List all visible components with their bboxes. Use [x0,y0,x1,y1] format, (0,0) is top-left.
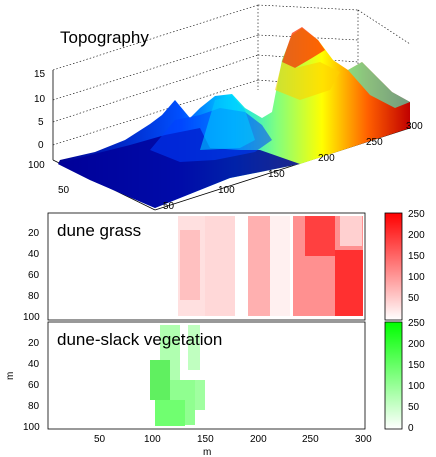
surface-upper [275,62,340,100]
dune-slack-colorbar [384,321,403,430]
cbar-tick: 100 [408,272,425,283]
z-tick: 5 [38,117,44,128]
surface-peak [282,27,325,68]
x-tick: 300 [406,121,423,132]
cbar-tick: 50 [408,293,420,304]
topography-title: Topography [60,28,149,47]
cbar-tick: 250 [408,209,425,220]
z-tick: 0 [38,140,44,151]
dune-slack-title: dune-slack vegetation [57,330,222,349]
zone [248,216,270,316]
y-tick: 60 [28,270,40,281]
surface-ridge [200,96,255,150]
y-tick: 80 [28,401,40,412]
dune-grass-panel: dune grass 20 40 60 80 100 250 200 150 1… [23,209,425,323]
topography-panel: Topography 15 10 5 0 100 50 50 100 150 2… [28,4,423,212]
surface-base [58,128,300,208]
z-tick: 15 [34,69,46,80]
dune-grass-zones [178,216,363,316]
zone [180,230,200,300]
y-tick: 100 [23,422,40,433]
y-tick: 80 [28,291,40,302]
y-tick: 40 [28,359,40,370]
y-tick: 40 [28,249,40,260]
dune-slack-frame [47,321,366,430]
surface-tail [348,62,410,108]
x-tick: 250 [302,434,319,445]
x-tick: 100 [144,434,161,445]
zone [335,250,363,316]
y-tick: 100 [23,312,40,323]
y-tick-labels-grass: 20 40 60 80 100 [23,228,40,323]
y-axis-label: m [5,372,16,380]
cbar-tick: 200 [408,230,425,241]
x-tick: 250 [366,137,383,148]
cbar-tick: 250 [408,318,425,329]
dune-slack-plot [48,322,365,429]
zone [150,360,170,400]
z-tick-labels: 15 10 5 0 [34,69,46,151]
x-tick: 200 [250,434,267,445]
zone [340,216,362,246]
cbar-tick: 50 [408,402,420,413]
cbar-tick: 100 [408,381,425,392]
y-tick: 20 [28,338,40,349]
dune-slack-zones [150,325,205,426]
zone [205,216,235,316]
x-tick: 200 [318,153,335,164]
y-tick: 60 [28,380,40,391]
y-tick-labels-3d: 100 50 [28,160,70,196]
zone [305,216,335,256]
colorbar-ticks-grass: 250 200 150 100 50 [408,209,425,304]
zone [188,325,200,370]
y-tick: 50 [58,185,70,196]
zone [195,380,205,410]
dune-grass-frame [47,212,366,321]
x-tick: 100 [218,185,235,196]
cbar-tick: 200 [408,339,425,350]
x-tick-labels-3d: 50 100 150 200 250 300 [163,121,423,212]
x-axis-label: m [203,447,211,457]
x-tick: 50 [94,434,106,445]
dune-grass-title: dune grass [57,221,141,240]
cbar-tick: 150 [408,251,425,262]
y-tick: 100 [28,160,45,171]
x-tick: 300 [355,434,372,445]
zone [270,216,290,316]
y-tick: 20 [28,228,40,239]
y-tick-labels-slack: 20 40 60 80 100 [23,338,40,433]
x-tick-labels-slack: 50 100 150 200 250 300 [94,434,372,445]
dune-grass-colorbar [384,212,403,321]
colorbar-ticks-slack: 250 200 150 100 50 0 [408,318,425,434]
x-tick: 150 [197,434,214,445]
cbar-tick: 150 [408,360,425,371]
x-tick: 150 [268,169,285,180]
z-tick: 10 [34,94,46,105]
cbar-tick: 0 [408,423,414,434]
zone [155,400,185,426]
dune-slack-panel: dune-slack vegetation 20 40 60 80 100 50… [5,318,425,457]
x-tick: 50 [163,201,175,212]
